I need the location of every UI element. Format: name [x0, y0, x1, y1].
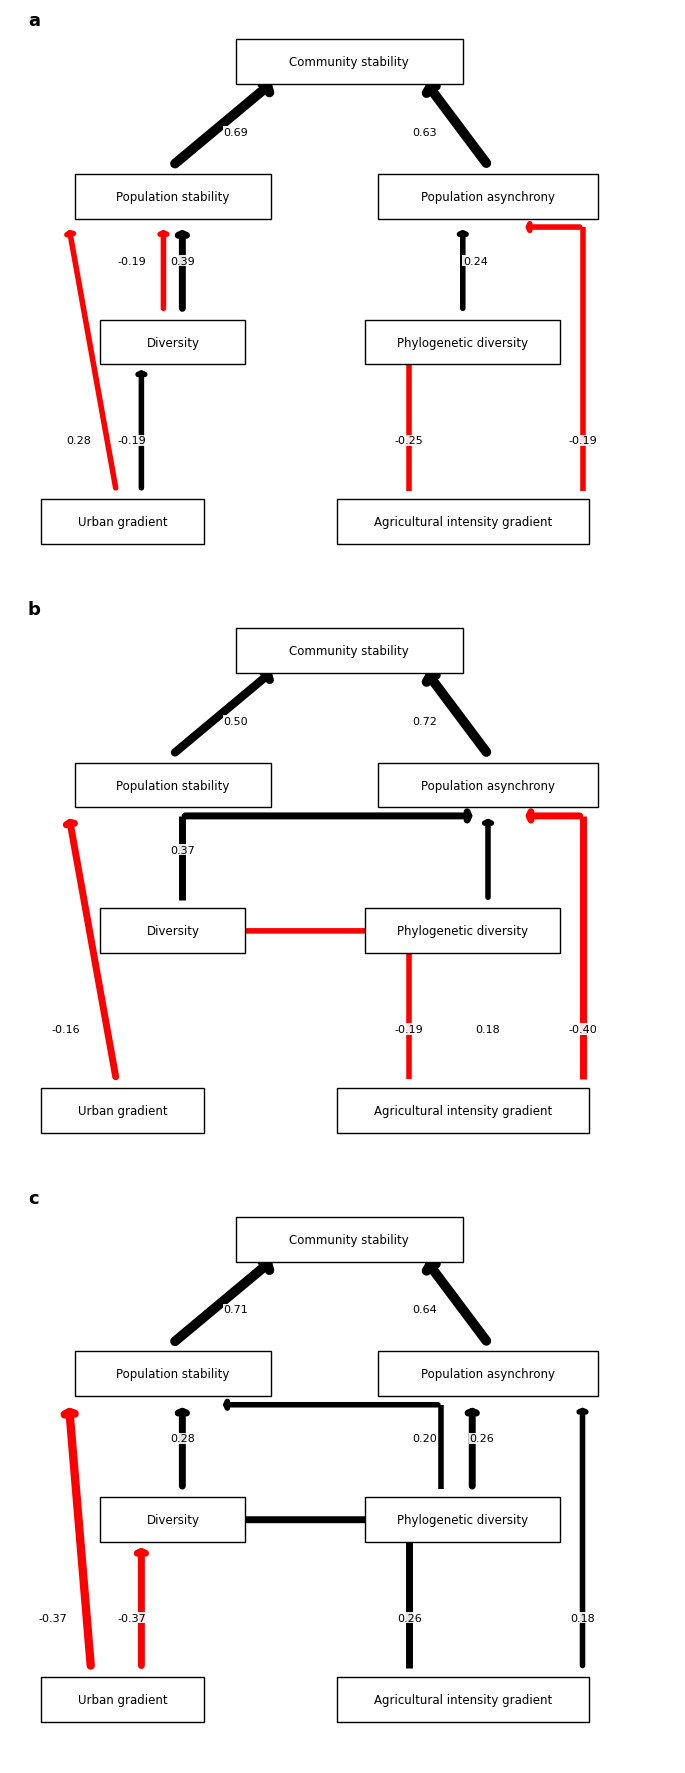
Text: 0.71: 0.71: [223, 1305, 248, 1314]
Bar: [75, 762, 271, 808]
Text: 0.20: 0.20: [412, 1434, 437, 1443]
Text: 0.69: 0.69: [223, 128, 248, 138]
Bar: [75, 1351, 271, 1397]
Bar: [377, 1351, 598, 1397]
Text: 0.24: 0.24: [463, 257, 488, 266]
Bar: [236, 1218, 463, 1262]
Bar: [337, 1677, 589, 1722]
Text: Phylogenetic diversity: Phylogenetic diversity: [397, 1514, 528, 1527]
Bar: [365, 1498, 560, 1543]
Text: Population stability: Population stability: [116, 778, 229, 793]
Bar: [40, 1089, 204, 1133]
Bar: [40, 1677, 204, 1722]
Text: -0.25: -0.25: [395, 436, 423, 445]
Text: 0.18: 0.18: [475, 1025, 500, 1034]
Text: Population asynchrony: Population asynchrony: [421, 190, 555, 204]
Text: 0.50: 0.50: [223, 716, 248, 727]
Text: -0.19: -0.19: [568, 436, 597, 445]
Text: c: c: [28, 1190, 38, 1207]
Text: 0.63: 0.63: [412, 128, 437, 138]
Text: Phylogenetic diversity: Phylogenetic diversity: [397, 926, 528, 938]
Text: -0.37: -0.37: [39, 1613, 68, 1622]
Text: Diversity: Diversity: [147, 1514, 199, 1527]
Bar: [40, 500, 204, 544]
Bar: [236, 629, 463, 674]
Bar: [337, 500, 589, 544]
Text: 0.39: 0.39: [170, 257, 195, 266]
Text: Diversity: Diversity: [147, 337, 199, 349]
Text: -0.37: -0.37: [118, 1613, 147, 1622]
Text: -0.19: -0.19: [118, 436, 147, 445]
Text: 0.18: 0.18: [570, 1613, 595, 1622]
Text: Urban gradient: Urban gradient: [77, 516, 167, 528]
Text: Urban gradient: Urban gradient: [77, 1693, 167, 1706]
Text: 0.28: 0.28: [66, 436, 91, 445]
Text: 0.37: 0.37: [170, 846, 195, 855]
Bar: [101, 1498, 245, 1543]
Text: -0.19: -0.19: [118, 257, 147, 266]
Text: Population stability: Population stability: [116, 1367, 229, 1381]
Text: Population asynchrony: Population asynchrony: [421, 1367, 555, 1381]
Text: Population stability: Population stability: [116, 190, 229, 204]
Text: 0.28: 0.28: [170, 1434, 195, 1443]
Bar: [337, 1089, 589, 1133]
Text: Phylogenetic diversity: Phylogenetic diversity: [397, 337, 528, 349]
Bar: [377, 176, 598, 220]
Text: a: a: [28, 12, 40, 30]
Text: Diversity: Diversity: [147, 926, 199, 938]
Text: Community stability: Community stability: [290, 1232, 409, 1246]
Bar: [365, 910, 560, 954]
Text: 0.26: 0.26: [469, 1434, 494, 1443]
Text: 0.72: 0.72: [412, 716, 438, 727]
Text: -0.40: -0.40: [568, 1025, 597, 1034]
Text: -0.19: -0.19: [395, 1025, 423, 1034]
Bar: [236, 41, 463, 85]
Bar: [75, 176, 271, 220]
Text: Agricultural intensity gradient: Agricultural intensity gradient: [373, 1105, 552, 1117]
Text: b: b: [28, 601, 41, 619]
Text: Community stability: Community stability: [290, 645, 409, 658]
Bar: [377, 762, 598, 808]
Text: 0.64: 0.64: [412, 1305, 437, 1314]
Bar: [101, 321, 245, 365]
Bar: [101, 910, 245, 954]
Text: -0.16: -0.16: [51, 1025, 80, 1034]
Text: Population asynchrony: Population asynchrony: [421, 778, 555, 793]
Text: Community stability: Community stability: [290, 57, 409, 69]
Text: Agricultural intensity gradient: Agricultural intensity gradient: [373, 1693, 552, 1706]
Text: Urban gradient: Urban gradient: [77, 1105, 167, 1117]
Text: 0.26: 0.26: [397, 1613, 421, 1622]
Text: Agricultural intensity gradient: Agricultural intensity gradient: [373, 516, 552, 528]
Bar: [365, 321, 560, 365]
